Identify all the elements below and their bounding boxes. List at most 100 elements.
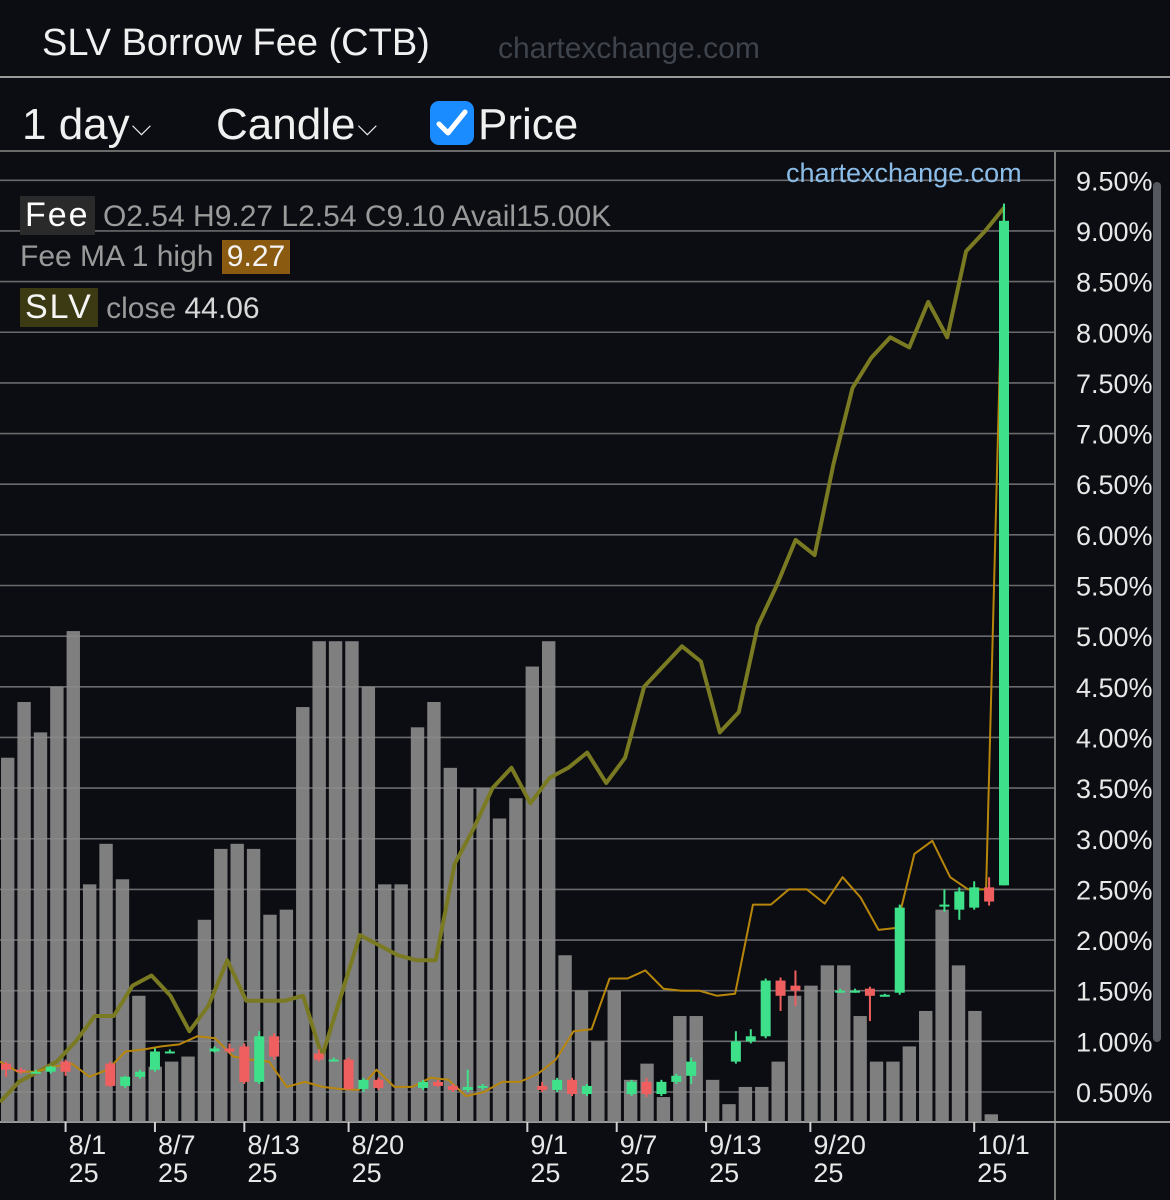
candle [984, 877, 995, 906]
candle [447, 1083, 458, 1092]
volume-bar [33, 732, 48, 1122]
volume-bar [214, 848, 228, 1122]
candle [432, 1079, 443, 1087]
volume-bar [296, 707, 310, 1122]
x-tick-year: 25 [352, 1158, 382, 1188]
candle-body [15, 1069, 26, 1072]
scrollbar-thumb [1153, 182, 1161, 1042]
candle-body [149, 1051, 160, 1070]
price-toggle[interactable]: Price [430, 100, 578, 150]
x-tick-year: 25 [813, 1158, 843, 1188]
candle-body [671, 1075, 682, 1082]
candle [105, 1061, 116, 1087]
candle [328, 1057, 339, 1062]
volume-bar [132, 995, 146, 1122]
candle-body [537, 1085, 548, 1090]
volume-bar [345, 641, 359, 1122]
volume-bar [919, 1010, 933, 1122]
legend-fee-row: Fee O2.54 H9.27 L2.54 C9.10 Avail15.00K [20, 196, 611, 235]
candle-body [567, 1079, 578, 1095]
volume-bar [935, 909, 949, 1122]
x-tick-year: 25 [977, 1158, 1007, 1188]
y-tick-label: 5.50% [1076, 572, 1153, 602]
volume-bar [656, 1097, 671, 1122]
volume-bar [984, 1114, 998, 1122]
fee-ma-line [0, 203, 1005, 1098]
candle [45, 1065, 56, 1074]
candle-body [626, 1081, 637, 1095]
candle [641, 1077, 652, 1098]
y-tick-label: 5.00% [1076, 622, 1153, 652]
y-tick-label: 8.00% [1076, 318, 1153, 348]
candle [477, 1083, 488, 1090]
toolbar: 1 day⌵ Candle⌵ Price [0, 78, 1170, 152]
candle [835, 988, 846, 993]
volume-bar [82, 884, 97, 1122]
candle [313, 1049, 324, 1062]
low-value: 2.54 [298, 200, 357, 233]
title-bar: SLV Borrow Fee (CTB) chartexchange.com [0, 0, 1170, 78]
volume-bar [394, 884, 408, 1122]
title-watermark: chartexchange.com [498, 32, 760, 65]
volume-bar [181, 1056, 195, 1122]
checkbox-checked-icon[interactable] [430, 101, 474, 145]
x-tick-label: 9/20 [813, 1130, 866, 1160]
candle-body [462, 1086, 473, 1090]
candle [879, 993, 890, 997]
volume-bar [328, 641, 343, 1122]
volume-bar [50, 686, 64, 1122]
y-tick-label: 7.00% [1076, 420, 1153, 450]
candle-body [686, 1061, 697, 1076]
slv-tag: SLV [20, 288, 98, 327]
volume-bar [99, 843, 113, 1122]
candle [209, 1046, 220, 1053]
candle-body [477, 1085, 488, 1088]
candle-body [418, 1081, 429, 1088]
y-tick-label: 3.50% [1076, 774, 1153, 804]
candle-body [209, 1048, 220, 1052]
price-label: Price [478, 100, 579, 149]
candle [760, 978, 771, 1039]
candle [745, 1029, 756, 1044]
volume-bar [1, 757, 15, 1122]
interval-dropdown[interactable]: 1 day⌵ [22, 100, 151, 150]
candle [269, 1033, 280, 1060]
candle-body [45, 1066, 56, 1072]
x-tick-year: 25 [69, 1158, 99, 1188]
candle-body [432, 1081, 443, 1086]
x-tick-label: 10/1 [977, 1130, 1030, 1160]
chart-style-dropdown[interactable]: Candle⌵ [216, 100, 377, 150]
candle [149, 1048, 160, 1072]
candle-body [30, 1071, 41, 1074]
x-tick-label: 8/20 [352, 1130, 405, 1160]
candle [730, 1031, 741, 1064]
x-tick-label: 8/1 [69, 1130, 107, 1160]
volume-bar [607, 990, 621, 1122]
volume-bar [886, 1061, 900, 1122]
y-tick-label: 6.50% [1076, 470, 1153, 500]
volume-bar [312, 641, 326, 1122]
x-tick-year: 25 [247, 1158, 277, 1188]
x-tick-label: 9/1 [530, 1130, 568, 1160]
candle-body [581, 1085, 592, 1095]
candle-body [790, 985, 801, 991]
candle-body [135, 1071, 146, 1077]
ma-label: Fee MA 1 high [20, 240, 214, 273]
volume-bar [164, 1061, 179, 1122]
candle [894, 904, 905, 995]
volume-bar [837, 965, 851, 1122]
candle [30, 1069, 41, 1074]
candle [358, 1077, 369, 1092]
candle [671, 1073, 682, 1084]
volume-bar [410, 727, 425, 1122]
x-tick-label: 9/7 [620, 1130, 658, 1160]
ma-value: 9.27 [221, 240, 291, 274]
candle-body [850, 990, 861, 993]
chart-watermark: chartexchange.com [786, 158, 1022, 188]
x-tick-label: 8/7 [158, 1130, 196, 1160]
candle [864, 986, 875, 1022]
close-label: C [364, 200, 387, 233]
candle [239, 1043, 250, 1084]
candle [164, 1049, 175, 1054]
volume-bar [755, 1086, 769, 1122]
